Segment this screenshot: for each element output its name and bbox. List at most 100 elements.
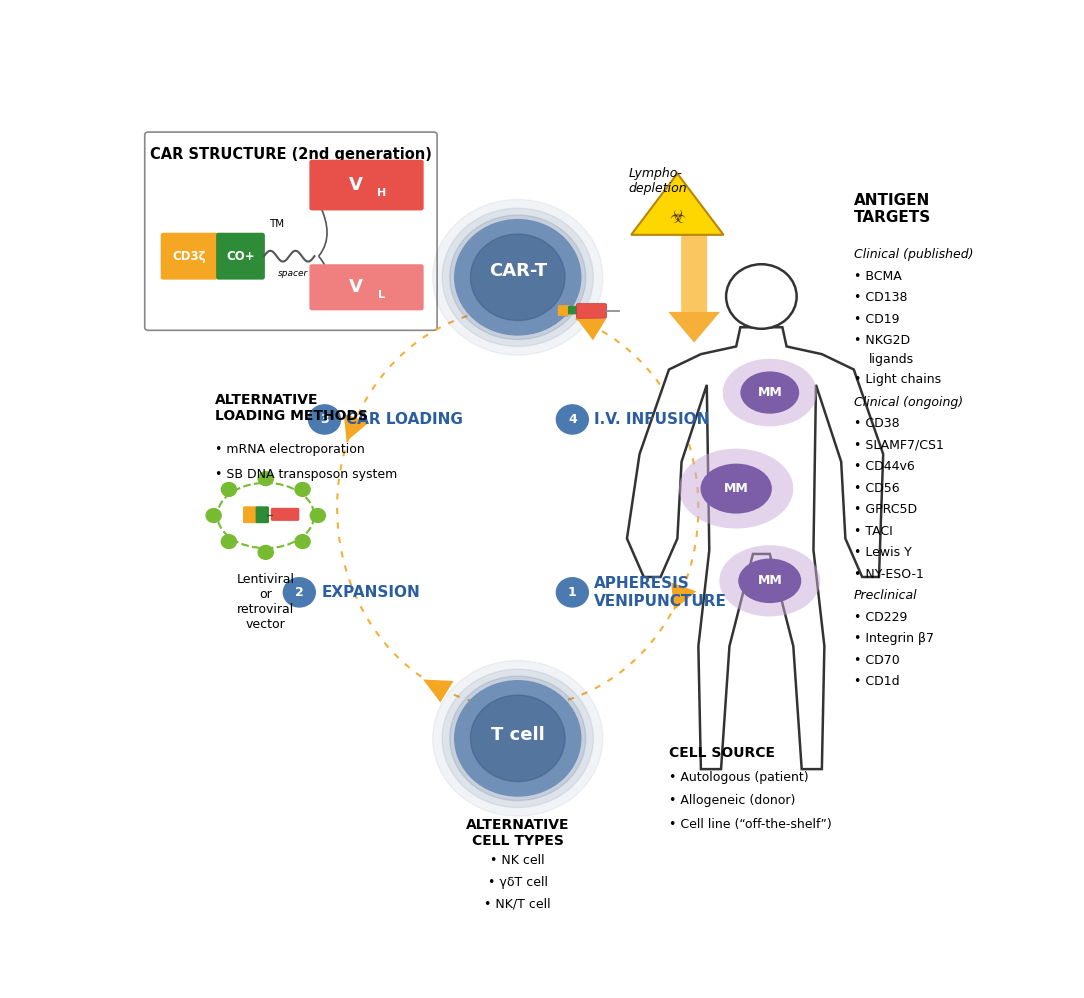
FancyBboxPatch shape	[160, 233, 218, 279]
Text: Lentiviral
or
retroviral
vector: Lentiviral or retroviral vector	[236, 573, 295, 631]
FancyBboxPatch shape	[216, 233, 264, 279]
Text: ANTIGEN
TARGETS: ANTIGEN TARGETS	[854, 193, 931, 226]
Circle shape	[442, 670, 593, 807]
Text: MM: MM	[758, 574, 783, 588]
Circle shape	[206, 509, 221, 522]
Text: • Light chains: • Light chains	[854, 372, 941, 385]
Text: • GPRC5D: • GPRC5D	[854, 503, 917, 516]
Ellipse shape	[218, 483, 314, 548]
Polygon shape	[681, 235, 707, 312]
Circle shape	[295, 482, 310, 496]
Circle shape	[258, 472, 273, 486]
Text: EXPANSION: EXPANSION	[321, 585, 420, 600]
Ellipse shape	[738, 559, 801, 603]
Polygon shape	[344, 413, 369, 441]
Circle shape	[295, 535, 310, 549]
Text: • CD44v6: • CD44v6	[854, 460, 915, 473]
Text: • NK/T cell: • NK/T cell	[485, 897, 551, 910]
Text: • CD70: • CD70	[854, 654, 900, 667]
Ellipse shape	[700, 464, 772, 514]
Text: T cell: T cell	[491, 726, 544, 744]
FancyBboxPatch shape	[271, 508, 299, 521]
Ellipse shape	[679, 449, 793, 529]
Text: CAR STRUCTURE (2nd generation): CAR STRUCTURE (2nd generation)	[150, 147, 431, 162]
Text: Preclinical: Preclinical	[854, 589, 917, 602]
Text: APHERESIS
VENIPUNCTURE: APHERESIS VENIPUNCTURE	[594, 576, 727, 609]
Polygon shape	[423, 680, 453, 703]
Text: H: H	[377, 189, 386, 199]
Text: • mRNA electroporation: • mRNA electroporation	[216, 442, 365, 455]
Text: spacer: spacer	[279, 268, 309, 277]
Text: • Integrin β7: • Integrin β7	[854, 633, 933, 646]
Text: 1: 1	[568, 586, 577, 599]
Text: CAR-T: CAR-T	[489, 262, 546, 280]
Text: • CD138: • CD138	[854, 291, 907, 304]
Text: L: L	[378, 289, 385, 299]
Circle shape	[455, 220, 581, 335]
Circle shape	[309, 405, 340, 434]
Ellipse shape	[740, 371, 799, 414]
Text: • BCMA: • BCMA	[854, 269, 902, 282]
Text: MM: MM	[724, 482, 749, 495]
Circle shape	[433, 661, 603, 816]
FancyBboxPatch shape	[243, 506, 258, 523]
Text: CD3ζ: CD3ζ	[172, 250, 206, 262]
Circle shape	[433, 200, 603, 355]
Text: Clinical (published): Clinical (published)	[854, 249, 973, 261]
Circle shape	[470, 235, 565, 320]
Text: • CD19: • CD19	[854, 312, 900, 325]
Polygon shape	[669, 235, 720, 342]
Text: • NKG2D: • NKG2D	[854, 334, 909, 347]
Text: I.V. INFUSION: I.V. INFUSION	[594, 412, 710, 427]
Polygon shape	[576, 317, 606, 340]
Text: • CD56: • CD56	[854, 482, 900, 495]
FancyBboxPatch shape	[309, 264, 424, 310]
Text: • CD229: • CD229	[854, 611, 907, 624]
Text: • TACI: • TACI	[854, 525, 892, 538]
Ellipse shape	[720, 545, 821, 617]
Polygon shape	[671, 583, 696, 610]
Text: 4: 4	[568, 413, 577, 426]
Text: ligands: ligands	[869, 353, 914, 366]
Circle shape	[221, 482, 236, 496]
Circle shape	[258, 546, 273, 559]
Text: • NY-ESO-1: • NY-ESO-1	[854, 568, 924, 581]
Text: • NK cell: • NK cell	[490, 854, 545, 867]
Text: ALTERNATIVE
LOADING METHODS: ALTERNATIVE LOADING METHODS	[216, 392, 369, 423]
Text: 3: 3	[320, 413, 328, 426]
FancyBboxPatch shape	[309, 160, 424, 211]
Text: • SB DNA transposon system: • SB DNA transposon system	[216, 468, 398, 481]
Text: • γδT cell: • γδT cell	[488, 876, 547, 889]
Circle shape	[221, 535, 236, 549]
Text: ☣: ☣	[669, 209, 685, 227]
Text: TM: TM	[269, 219, 284, 229]
Circle shape	[450, 215, 585, 339]
Circle shape	[556, 578, 589, 607]
Circle shape	[283, 578, 315, 607]
Text: CO+: CO+	[227, 250, 255, 262]
Text: CELL SOURCE: CELL SOURCE	[669, 747, 775, 760]
FancyBboxPatch shape	[558, 305, 569, 316]
Text: CAR LOADING: CAR LOADING	[347, 412, 463, 427]
FancyBboxPatch shape	[256, 506, 269, 523]
Circle shape	[442, 209, 593, 346]
Text: • Allogeneic (donor): • Allogeneic (donor)	[669, 794, 796, 807]
Text: • Lewis Y: • Lewis Y	[854, 546, 912, 559]
FancyBboxPatch shape	[145, 132, 437, 330]
Text: • Autologous (patient): • Autologous (patient)	[669, 771, 809, 784]
Circle shape	[726, 264, 797, 328]
Polygon shape	[631, 174, 724, 235]
Polygon shape	[627, 327, 883, 769]
Circle shape	[556, 405, 589, 434]
Text: MM: MM	[758, 386, 783, 399]
Text: • Cell line (“off-the-shelf”): • Cell line (“off-the-shelf”)	[669, 817, 831, 830]
Ellipse shape	[723, 358, 817, 426]
Circle shape	[450, 676, 585, 800]
Text: • SLAMF7/CS1: • SLAMF7/CS1	[854, 439, 944, 452]
Text: • CD38: • CD38	[854, 417, 900, 430]
Text: • CD1d: • CD1d	[854, 676, 900, 689]
Text: Clinical (ongoing): Clinical (ongoing)	[854, 395, 963, 408]
Text: V: V	[349, 176, 362, 194]
Text: Lympho-
depletion: Lympho- depletion	[629, 168, 687, 196]
Circle shape	[310, 509, 325, 522]
